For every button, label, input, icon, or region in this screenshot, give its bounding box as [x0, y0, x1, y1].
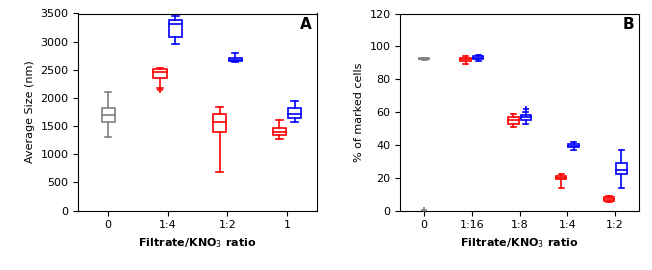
- Bar: [273, 128, 286, 134]
- Text: A: A: [301, 18, 312, 32]
- Bar: [473, 56, 483, 59]
- Bar: [616, 163, 627, 174]
- Y-axis label: % of marked cells: % of marked cells: [354, 62, 364, 162]
- Bar: [508, 117, 519, 124]
- Bar: [102, 107, 115, 122]
- Bar: [229, 58, 242, 61]
- Y-axis label: Average Size (nm): Average Size (nm): [25, 61, 35, 163]
- Bar: [460, 58, 471, 61]
- Bar: [288, 107, 301, 118]
- Bar: [604, 197, 614, 201]
- Bar: [569, 144, 579, 147]
- X-axis label: Filtrate/KNO$_3$ ratio: Filtrate/KNO$_3$ ratio: [138, 236, 257, 250]
- Bar: [153, 69, 166, 78]
- Bar: [419, 58, 430, 59]
- Text: B: B: [623, 18, 634, 32]
- X-axis label: Filtrate/KNO$_3$ ratio: Filtrate/KNO$_3$ ratio: [460, 236, 579, 250]
- Bar: [213, 114, 226, 132]
- Bar: [520, 114, 531, 120]
- Bar: [556, 176, 567, 179]
- Bar: [169, 20, 182, 37]
